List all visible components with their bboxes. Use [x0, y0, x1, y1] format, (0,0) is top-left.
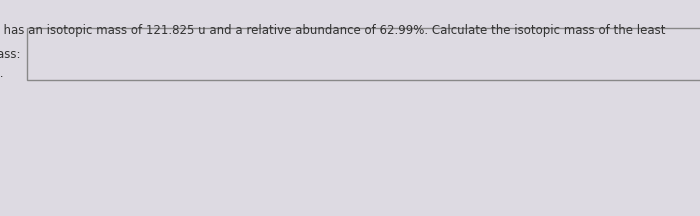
- Text: isotopic mass:: isotopic mass:: [0, 48, 21, 61]
- FancyBboxPatch shape: [27, 28, 700, 80]
- Text: abundant isotope has an isotopic mass of 121.825 u and a relative abundance of 6: abundant isotope has an isotopic mass of…: [0, 24, 666, 37]
- Text: abundant isotope.: abundant isotope.: [0, 67, 4, 80]
